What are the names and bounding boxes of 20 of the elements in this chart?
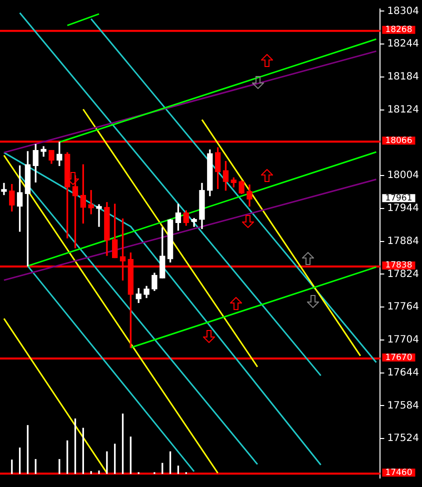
ref-line-label: 17838	[385, 260, 412, 271]
y-tick-label: 17944	[387, 203, 419, 214]
y-tick-label: 18244	[387, 38, 419, 50]
ref-line-label: 17670	[385, 352, 412, 363]
candlestick	[96, 204, 102, 227]
ref-line-label: 18066	[385, 136, 412, 146]
y-tick-label: 17524	[387, 433, 419, 444]
y-tick-label: 17644	[387, 367, 419, 378]
y-tick-label: 17584	[387, 400, 419, 412]
y-tick-label: 17764	[387, 302, 419, 313]
ref-line-label: 18268	[385, 25, 412, 36]
y-tick-label: 18184	[387, 72, 419, 83]
y-tick-label: 18004	[387, 170, 419, 182]
text: 17961	[385, 193, 412, 204]
y-tick-label: 17824	[387, 268, 419, 280]
y-tick-label: 17704	[387, 334, 419, 346]
y-tick-label: 18124	[387, 104, 419, 116]
y-tick-label: 18304	[387, 6, 419, 17]
y-tick-label: 17884	[387, 236, 419, 247]
ref-line-label: 17460	[385, 468, 412, 478]
